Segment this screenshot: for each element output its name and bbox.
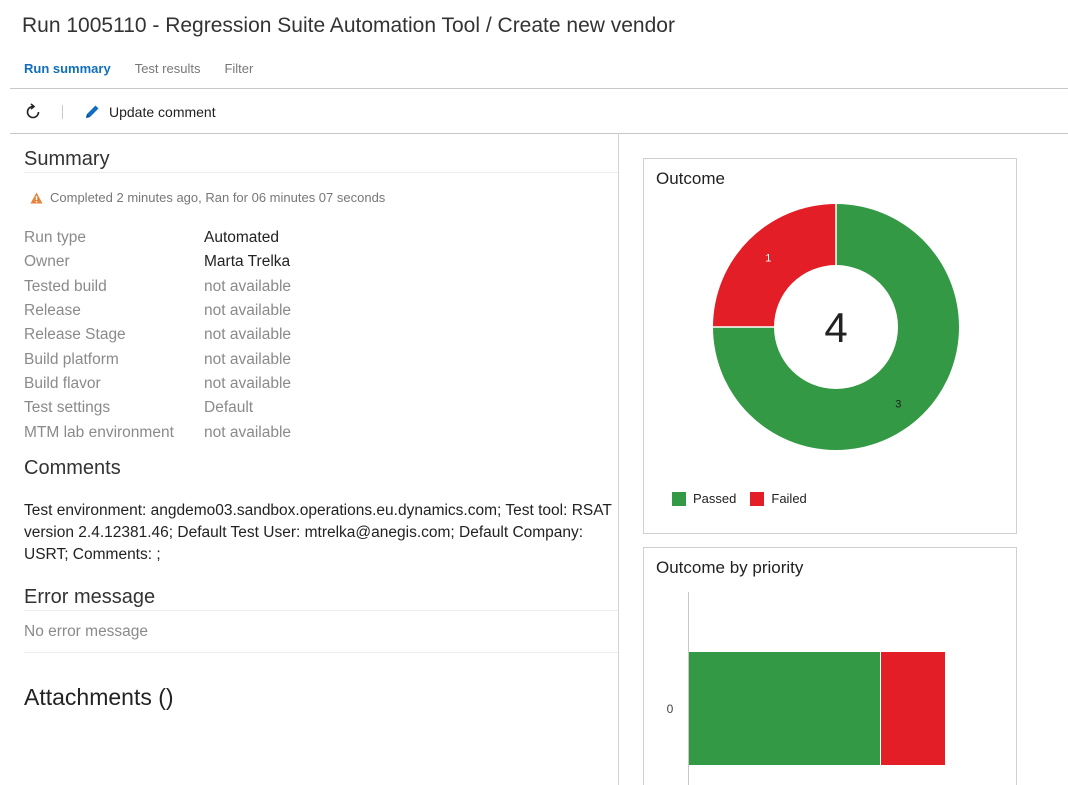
outcome-legend: Passed Failed	[672, 491, 821, 506]
refresh-icon[interactable]	[22, 101, 44, 123]
page-title: Run 1005110 - Regression Suite Automatio…	[22, 14, 675, 37]
tab-run-summary[interactable]: Run summary	[24, 61, 111, 76]
toolbar-separator	[62, 105, 63, 119]
property-key: Release Stage	[24, 326, 126, 344]
comments-text: Test environment: angdemo03.sandbox.oper…	[24, 502, 612, 563]
run-status-text: Completed 2 minutes ago, Ran for 06 minu…	[50, 190, 386, 205]
error-divider	[24, 610, 618, 611]
property-value: not available	[204, 277, 292, 295]
outcome-title: Outcome	[656, 169, 725, 188]
property-row: Tested build not available	[24, 275, 291, 299]
summary-divider	[24, 172, 618, 173]
property-value: not available	[204, 374, 292, 392]
tab-bar: Run summary Test results Filter	[24, 61, 277, 81]
property-value: not available	[204, 326, 292, 344]
comments-heading: Comments	[24, 457, 121, 479]
property-row: Test settings Default	[24, 396, 291, 420]
bar-segment-passed[interactable]	[689, 652, 880, 765]
donut-slice-passed[interactable]	[713, 204, 959, 450]
bar-segment-failed[interactable]	[881, 652, 945, 765]
property-row: Build platform not available	[24, 347, 291, 371]
error-heading: Error message	[24, 586, 156, 608]
run-status: Completed 2 minutes ago, Ran for 06 minu…	[30, 190, 385, 205]
pane-divider	[618, 134, 619, 785]
property-key: Owner	[24, 253, 70, 271]
donut-label-passed: 3	[895, 398, 901, 410]
property-row: Owner Marta Trelka	[24, 250, 291, 274]
property-value: not available	[204, 302, 292, 320]
property-key: Build platform	[24, 350, 119, 368]
property-value: Default	[204, 399, 254, 417]
property-row: Run type Automated	[24, 226, 291, 250]
outcome-card: Outcome 3 1 4 Passed Failed	[643, 158, 1017, 534]
legend-item-failed[interactable]: Failed	[750, 491, 807, 506]
tab-test-results[interactable]: Test results	[134, 61, 201, 76]
summary-heading: Summary	[24, 148, 110, 170]
update-comment-label: Update comment	[109, 104, 216, 120]
pencil-icon	[81, 101, 103, 123]
attachments-heading: Attachments ()	[24, 684, 174, 710]
donut-label-failed: 1	[765, 252, 771, 264]
outcome-by-priority-chart: 0	[667, 592, 945, 785]
outcome-by-priority-title: Outcome by priority	[656, 558, 804, 577]
donut-slice-failed[interactable]	[713, 204, 836, 327]
property-key: Release	[24, 302, 81, 320]
outcome-by-priority-card: Outcome by priority 0	[643, 547, 1017, 785]
toolbar: Update comment	[22, 100, 216, 124]
outcome-donut-chart: 3 1 4	[713, 204, 959, 450]
property-key: MTM lab environment	[24, 423, 174, 441]
donut-total: 4	[824, 304, 847, 351]
property-row: Release Stage not available	[24, 323, 291, 347]
property-row: Release not available	[24, 299, 291, 323]
tabs-divider	[10, 88, 1068, 89]
property-key: Tested build	[24, 277, 107, 295]
update-comment-button[interactable]: Update comment	[81, 101, 216, 123]
property-key: Test settings	[24, 399, 111, 417]
error-divider-bottom	[24, 652, 618, 653]
legend-label-passed: Passed	[693, 491, 737, 506]
legend-item-passed[interactable]: Passed	[672, 491, 736, 506]
property-value: Automated	[204, 229, 279, 247]
tab-filter[interactable]: Filter	[224, 61, 254, 76]
property-key: Run type	[24, 229, 87, 247]
property-value: Marta Trelka	[204, 253, 291, 271]
property-key: Build flavor	[24, 374, 101, 392]
run-properties: Run type Automated Owner Marta Trelka Te…	[24, 226, 291, 445]
property-value: not available	[204, 350, 292, 368]
property-value: not available	[204, 423, 292, 441]
error-text: No error message	[24, 623, 149, 640]
warning-icon	[30, 192, 43, 204]
property-row: Build flavor not available	[24, 372, 291, 396]
y-tick-label: 0	[667, 702, 674, 716]
toolbar-divider	[10, 133, 1068, 134]
legend-swatch-passed	[672, 491, 686, 506]
legend-label-failed: Failed	[771, 491, 807, 506]
property-row: MTM lab environment not available	[24, 420, 291, 444]
legend-swatch-failed	[750, 491, 765, 506]
